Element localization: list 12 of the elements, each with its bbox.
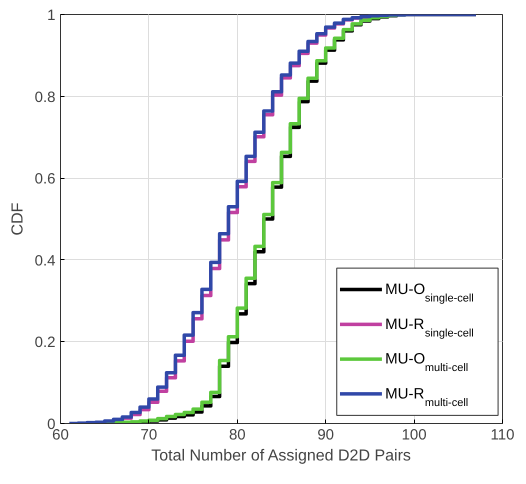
y-tick-label: 0.6 [34, 170, 56, 188]
y-tick-label: 0.4 [34, 252, 56, 270]
x-tick-label: 90 [317, 426, 334, 444]
x-tick-label: 80 [228, 426, 246, 444]
x-tick-label: 70 [140, 426, 158, 444]
y-axis-title: CDF [10, 202, 27, 236]
y-tick-label: 1 [47, 7, 56, 24]
y-tick-label: 0.2 [34, 334, 56, 352]
x-axis-title: Total Number of Assigned D2D Pairs [151, 448, 411, 464]
x-tick-label: 110 [490, 426, 514, 444]
x-tick-label: 100 [402, 426, 427, 444]
y-tick-label: 0.8 [34, 88, 56, 106]
